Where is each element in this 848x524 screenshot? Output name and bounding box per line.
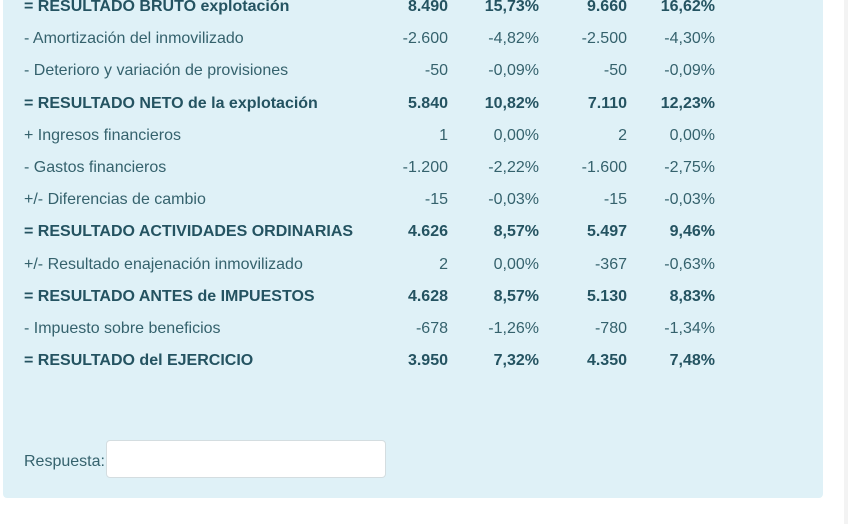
percent-year1: -0,03% bbox=[488, 191, 539, 209]
value-year1: 4.626 bbox=[407, 223, 448, 241]
row-label: = RESULTADO BRUTO explotación bbox=[24, 0, 290, 15]
income-statement-row: - Amortización del inmovilizado -2.600 -4,… bbox=[3, 30, 823, 62]
income-statement-total-row: = RESULTADO ACTIVIDADES ORDINARIAS 4.626 8… bbox=[3, 223, 823, 255]
value-year1: -1.200 bbox=[402, 159, 448, 176]
percent-year1: 8,57% bbox=[493, 287, 539, 305]
value-year2: -780 bbox=[594, 320, 627, 337]
scrollbar[interactable] bbox=[844, 0, 848, 524]
value-year1: 5.840 bbox=[407, 94, 448, 112]
row-label: = RESULTADO del EJERCICIO bbox=[24, 352, 254, 370]
value-year1: 3.950 bbox=[407, 352, 448, 370]
value-year2: -2.500 bbox=[581, 30, 627, 48]
income-statement-total-row: = RESULTADO NETO de la explotación 5.840 1… bbox=[3, 95, 823, 127]
percent-year1: -4,82% bbox=[488, 30, 539, 48]
value-year2: 4.350 bbox=[586, 352, 627, 370]
row-label: - Deterioro y variación de provisiones bbox=[24, 62, 289, 80]
row-label: = RESULTADO ANTES de IMPUESTOS bbox=[24, 287, 315, 305]
percent-year2: -0,63% bbox=[664, 255, 715, 273]
percent-year2: 7,48% bbox=[669, 352, 715, 370]
percent-year1: -2,22% bbox=[488, 159, 539, 176]
row-label: + Ingresos financieros bbox=[24, 126, 181, 144]
value-year2: 2 bbox=[618, 126, 627, 144]
row-label: = RESULTADO ACTIVIDADES ORDINARIAS bbox=[24, 223, 354, 241]
value-year1: -50 bbox=[424, 62, 448, 80]
percent-year2: 9,46% bbox=[669, 223, 715, 241]
income-statement-row: + Ingresos financieros 1 0,00% 2 0,00% bbox=[3, 127, 823, 159]
percent-year1: 7,32% bbox=[493, 352, 539, 370]
value-year1: 1 bbox=[439, 126, 448, 144]
value-year2: 5.497 bbox=[586, 223, 627, 241]
percent-year1: 15,73% bbox=[484, 0, 539, 15]
row-label: +/- Diferencias de cambio bbox=[24, 191, 206, 209]
income-statement-row: +/- Resultado enajenación inmovilizado 2 0… bbox=[3, 256, 823, 288]
income-statement-row: - Gastos financieros -1.200 -2,22% -1.600 -2… bbox=[3, 159, 823, 191]
income-statement-row: - Impuesto sobre beneficios -678 -1,26% -78… bbox=[3, 320, 823, 352]
percent-year1: 8,57% bbox=[493, 223, 539, 241]
percent-year2: 16,62% bbox=[660, 0, 715, 15]
value-year1: 8.490 bbox=[407, 0, 448, 15]
percent-year2: -2,75% bbox=[664, 159, 715, 176]
answer-label: Respuesta: bbox=[24, 453, 105, 470]
percent-year1: -1,26% bbox=[488, 320, 539, 337]
percent-year2: 8,83% bbox=[669, 287, 715, 305]
income-statement-row: +/- Diferencias de cambio -15 -0,03% -15 -0,… bbox=[3, 191, 823, 223]
value-year1: -15 bbox=[424, 191, 448, 209]
value-year1: 2 bbox=[439, 255, 448, 273]
percent-year2: -0,03% bbox=[664, 191, 715, 209]
value-year2: 9.660 bbox=[586, 0, 627, 15]
income-statement-total-row: = RESULTADO BRUTO explotación 8.490 15,73%… bbox=[3, 0, 823, 30]
value-year2: 5.130 bbox=[586, 287, 627, 305]
row-label: +/- Resultado enajenación inmovilizado bbox=[24, 255, 303, 273]
percent-year1: 0,00% bbox=[493, 255, 539, 273]
answer-input[interactable] bbox=[106, 440, 386, 478]
income-statement-total-row: = RESULTADO del EJERCICIO 3.950 7,32% 4.350… bbox=[3, 352, 823, 384]
row-label: - Gastos financieros bbox=[24, 159, 167, 176]
value-year2: -50 bbox=[603, 62, 627, 80]
percent-year1: -0,09% bbox=[488, 62, 539, 80]
percent-year2: -4,30% bbox=[664, 30, 715, 48]
question-panel: = RESULTADO BRUTO explotación 8.490 15,73%… bbox=[3, 0, 823, 498]
percent-year1: 10,82% bbox=[484, 94, 539, 112]
value-year1: -678 bbox=[415, 320, 448, 337]
income-statement-total-row: = RESULTADO ANTES de IMPUESTOS 4.628 8,57%… bbox=[3, 288, 823, 320]
value-year2: -367 bbox=[594, 255, 627, 273]
row-label: = RESULTADO NETO de la explotación bbox=[24, 94, 318, 112]
percent-year1: 0,00% bbox=[493, 126, 539, 144]
value-year2: 7.110 bbox=[587, 94, 627, 112]
percent-year2: 12,23% bbox=[660, 94, 715, 112]
value-year2: -1.600 bbox=[581, 159, 627, 176]
value-year1: -2.600 bbox=[402, 30, 448, 48]
percent-year2: -1,34% bbox=[664, 320, 715, 337]
percent-year2: -0,09% bbox=[664, 62, 715, 80]
row-label: - Impuesto sobre beneficios bbox=[24, 320, 221, 337]
value-year1: 4.628 bbox=[407, 287, 448, 305]
row-label: - Amortización del inmovilizado bbox=[24, 30, 244, 48]
percent-year2: 0,00% bbox=[669, 126, 715, 144]
income-statement-row: - Deterioro y variación de provisiones -5… bbox=[3, 62, 823, 94]
value-year2: -15 bbox=[603, 191, 627, 209]
